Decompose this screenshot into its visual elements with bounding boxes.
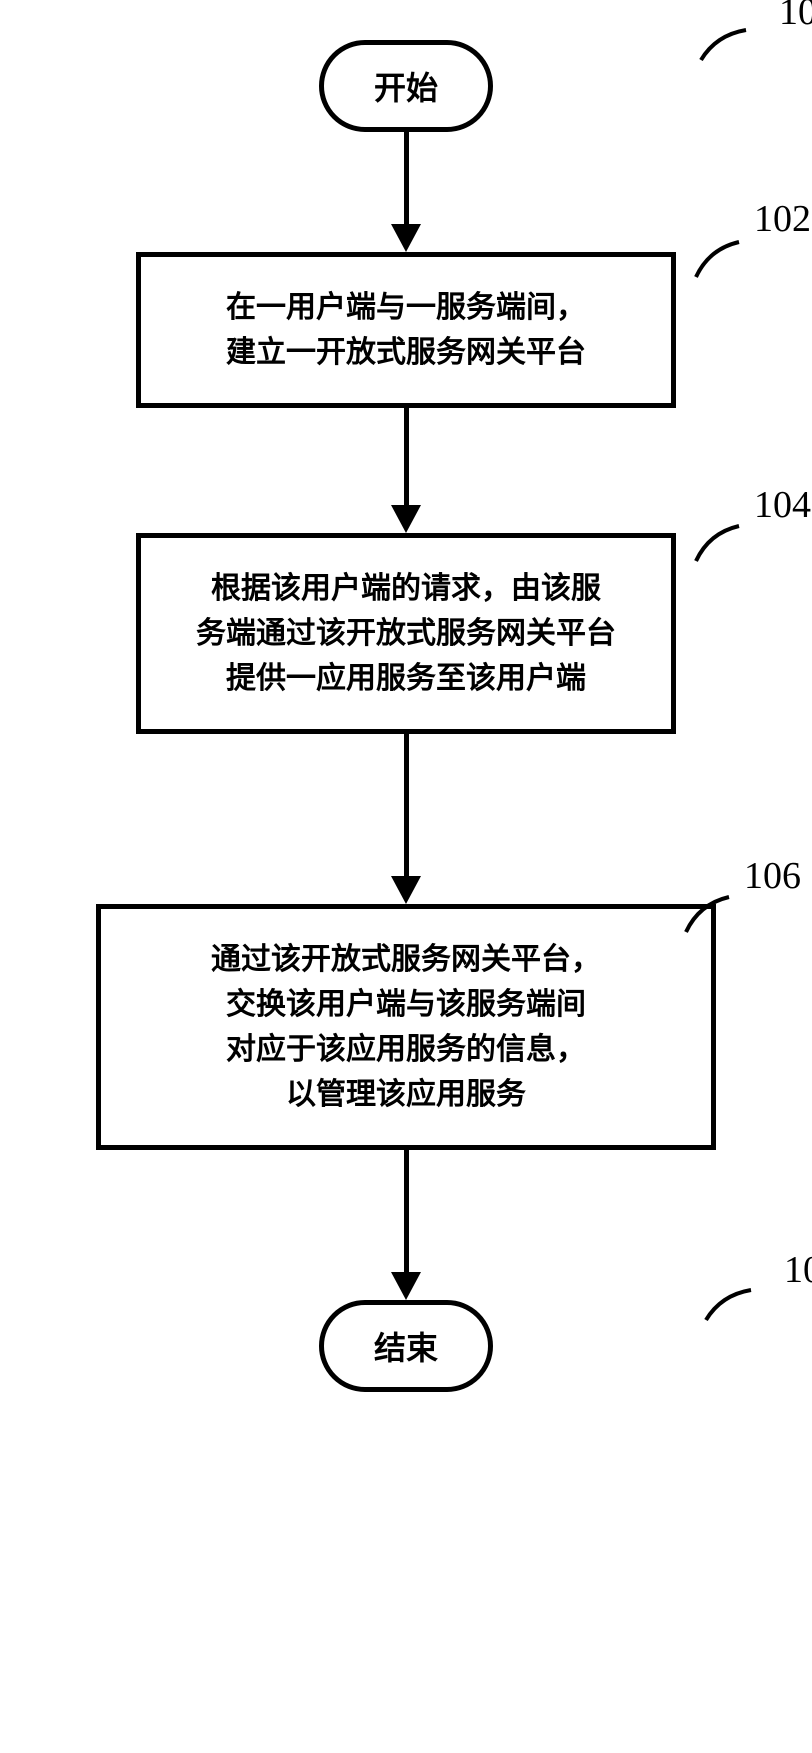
arrow-down — [391, 734, 421, 904]
flowchart-container: 开始100 在一用户端与一服务端间，建立一开放式服务网关平台102 根据该用户端的请… — [56, 40, 756, 1392]
reference-leader — [691, 521, 761, 569]
process-step1: 在一用户端与一服务端间，建立一开放式服务网关平台 — [136, 252, 676, 408]
process-step2: 根据该用户端的请求，由该服务端通过该开放式服务网关平台提供一应用服务至该用户端 — [136, 533, 676, 734]
arrow-line — [404, 132, 409, 224]
reference-label-106: 106 — [744, 854, 801, 898]
arrow-line — [404, 1150, 409, 1272]
reference-leader — [696, 25, 776, 65]
arrow-head — [391, 505, 421, 533]
node-wrapper-end: 结束108 — [56, 1300, 756, 1392]
reference-leader — [681, 892, 751, 940]
reference-label-100: 100 — [779, 0, 812, 34]
arrow-line — [404, 734, 409, 876]
reference-leader — [691, 237, 761, 285]
reference-label-108: 108 — [784, 1248, 812, 1292]
arrow-head — [391, 1272, 421, 1300]
node-wrapper-step1: 在一用户端与一服务端间，建立一开放式服务网关平台102 — [56, 252, 756, 408]
node-wrapper-start: 开始100 — [56, 40, 756, 132]
arrow-down — [391, 132, 421, 252]
reference-label-102: 102 — [754, 197, 811, 241]
arrow-head — [391, 224, 421, 252]
node-wrapper-step3: 通过该开放式服务网关平台，交换该用户端与该服务端间对应于该应用服务的信息，以管理… — [56, 904, 756, 1150]
arrow-down — [391, 408, 421, 533]
terminal-start: 开始 — [319, 40, 493, 132]
arrow-head — [391, 876, 421, 904]
terminal-end: 结束 — [319, 1300, 493, 1392]
process-step3: 通过该开放式服务网关平台，交换该用户端与该服务端间对应于该应用服务的信息，以管理… — [96, 904, 716, 1150]
arrow-line — [404, 408, 409, 505]
reference-leader — [701, 1285, 781, 1327]
arrow-down — [391, 1150, 421, 1300]
node-wrapper-step2: 根据该用户端的请求，由该服务端通过该开放式服务网关平台提供一应用服务至该用户端1… — [56, 533, 756, 734]
reference-label-104: 104 — [754, 483, 811, 527]
